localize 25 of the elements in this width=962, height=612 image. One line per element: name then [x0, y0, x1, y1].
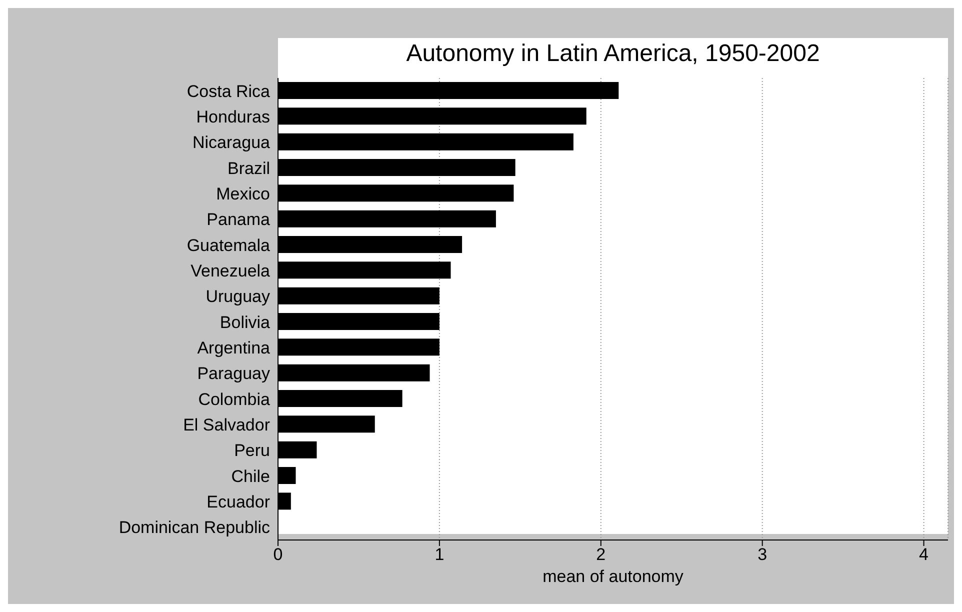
- y-tick-label: Nicaragua: [192, 133, 271, 152]
- x-tick-label: 0: [273, 545, 283, 564]
- y-tick-label: El Salvador: [183, 416, 270, 435]
- x-tick-label: 1: [434, 545, 444, 564]
- y-tick-label: Argentina: [197, 338, 271, 358]
- y-tick-label: Bolivia: [220, 312, 271, 332]
- y-tick-label: Colombia: [198, 390, 271, 409]
- y-tick-label: Chile: [231, 466, 270, 486]
- chart-title: Autonomy in Latin America, 1950-2002: [405, 40, 821, 68]
- y-tick-label: Panama: [206, 210, 271, 230]
- y-tick-label: Venezuela: [190, 262, 271, 281]
- x-tick-label: 4: [919, 545, 929, 564]
- y-tick-label: Ecuador: [206, 492, 270, 512]
- y-tick-label: Costa Rica: [186, 82, 271, 101]
- x-axis-title: mean of autonomy: [542, 567, 684, 586]
- y-tick-label: Brazil: [227, 158, 270, 178]
- y-tick-label: Uruguay: [206, 287, 270, 306]
- y-tick-label: Guatemala: [186, 236, 271, 255]
- x-tick-label: 3: [758, 545, 768, 564]
- y-tick-label: Paraguay: [197, 364, 270, 384]
- y-tick-label: Honduras: [196, 108, 270, 127]
- y-tick-label: Mexico: [216, 184, 270, 204]
- y-tick-label: Dominican Republic: [118, 518, 270, 538]
- y-tick-label: Peru: [234, 441, 270, 460]
- x-tick-label: 2: [596, 545, 606, 564]
